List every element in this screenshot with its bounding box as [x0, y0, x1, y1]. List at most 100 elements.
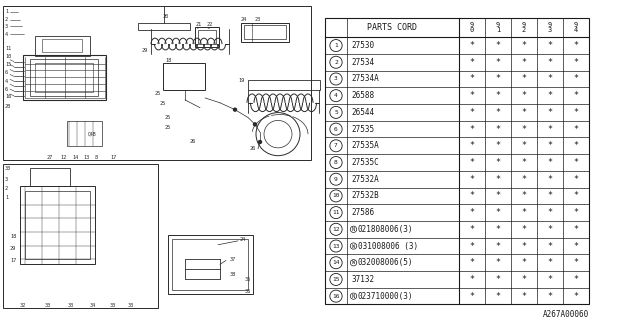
Text: 24: 24 [240, 237, 246, 242]
Text: *: * [470, 191, 474, 200]
Bar [172, 239, 248, 290]
Text: *: * [470, 141, 474, 150]
Text: *: * [547, 208, 552, 217]
Text: 6: 6 [334, 127, 338, 132]
Text: *: * [547, 175, 552, 184]
Text: 35: 35 [245, 276, 252, 282]
Text: 26544: 26544 [351, 108, 374, 117]
Text: 25: 25 [165, 125, 172, 130]
Text: 8: 8 [334, 160, 338, 165]
Text: 27534A: 27534A [351, 75, 379, 84]
Text: 27532A: 27532A [351, 175, 379, 184]
Text: *: * [573, 292, 579, 301]
Text: 1: 1 [5, 9, 8, 14]
Text: *: * [573, 108, 579, 117]
Text: *: * [495, 41, 500, 50]
Text: 5: 5 [334, 110, 338, 115]
Text: 27535: 27535 [351, 124, 374, 133]
Text: 1: 1 [334, 43, 338, 48]
Circle shape [234, 108, 237, 111]
Text: 9: 9 [334, 177, 338, 182]
Bar [198, 30, 216, 44]
Text: 12: 12 [60, 155, 67, 160]
Text: 33: 33 [45, 303, 51, 308]
Text: 22: 22 [207, 22, 213, 27]
Text: *: * [573, 242, 579, 251]
Text: 15: 15 [5, 62, 12, 67]
Text: *: * [573, 141, 579, 150]
Text: 031008006 (3): 031008006 (3) [358, 242, 418, 251]
Text: *: * [573, 208, 579, 217]
Text: 1: 1 [5, 195, 8, 200]
Text: *: * [573, 275, 579, 284]
Text: *: * [470, 208, 474, 217]
Text: 27535C: 27535C [351, 158, 379, 167]
Text: 0: 0 [470, 27, 474, 33]
Text: *: * [547, 91, 552, 100]
Text: 33: 33 [110, 303, 116, 308]
Text: *: * [573, 158, 579, 167]
Text: 14: 14 [72, 155, 78, 160]
Text: *: * [573, 58, 579, 67]
Text: 11: 11 [5, 46, 12, 52]
Text: *: * [522, 75, 527, 84]
Text: *: * [470, 292, 474, 301]
Text: *: * [495, 158, 500, 167]
Bar [248, 80, 320, 90]
Text: *: * [470, 158, 474, 167]
Text: *: * [495, 275, 500, 284]
Text: 27532B: 27532B [351, 191, 379, 200]
Text: *: * [547, 124, 552, 133]
Text: *: * [470, 91, 474, 100]
Text: 14: 14 [332, 260, 340, 265]
Text: *: * [495, 75, 500, 84]
Bar [3, 164, 158, 308]
Text: *: * [547, 275, 552, 284]
Text: *: * [522, 275, 527, 284]
Text: 13: 13 [332, 244, 340, 249]
Text: *: * [547, 108, 552, 117]
Text: 9: 9 [496, 22, 500, 28]
Text: *: * [470, 124, 474, 133]
Text: 26: 26 [250, 146, 256, 151]
Text: *: * [573, 75, 579, 84]
Bar [30, 59, 98, 96]
Text: 27: 27 [47, 155, 53, 160]
Text: 19: 19 [238, 78, 244, 83]
Text: 9: 9 [470, 22, 474, 28]
Text: *: * [547, 225, 552, 234]
Text: 2: 2 [5, 187, 8, 191]
Text: 25: 25 [160, 101, 166, 106]
Text: 33: 33 [128, 303, 134, 308]
Circle shape [253, 123, 257, 126]
Text: *: * [547, 58, 552, 67]
Text: *: * [573, 191, 579, 200]
Text: *: * [470, 58, 474, 67]
Text: 6: 6 [5, 70, 8, 75]
Text: 032008006(5): 032008006(5) [358, 258, 413, 267]
Text: 16: 16 [332, 294, 340, 299]
Text: *: * [547, 41, 552, 50]
Text: 021808006(3): 021808006(3) [358, 225, 413, 234]
Text: W: W [352, 260, 355, 265]
Text: Q4B: Q4B [88, 132, 97, 137]
Text: *: * [495, 225, 500, 234]
Text: *: * [573, 225, 579, 234]
Text: 3: 3 [5, 24, 8, 29]
Text: *: * [495, 242, 500, 251]
Text: 4: 4 [574, 27, 578, 33]
Text: *: * [495, 175, 500, 184]
Text: 27530: 27530 [351, 41, 374, 50]
Text: 34: 34 [90, 303, 96, 308]
Bar [138, 22, 190, 30]
Text: 28: 28 [5, 104, 12, 109]
Text: *: * [522, 41, 527, 50]
Text: *: * [522, 208, 527, 217]
Text: 24: 24 [241, 17, 247, 22]
Text: 38: 38 [230, 272, 236, 277]
Text: *: * [522, 124, 527, 133]
Text: *: * [522, 58, 527, 67]
Text: *: * [495, 191, 500, 200]
Text: 2: 2 [334, 60, 338, 65]
Text: *: * [495, 141, 500, 150]
